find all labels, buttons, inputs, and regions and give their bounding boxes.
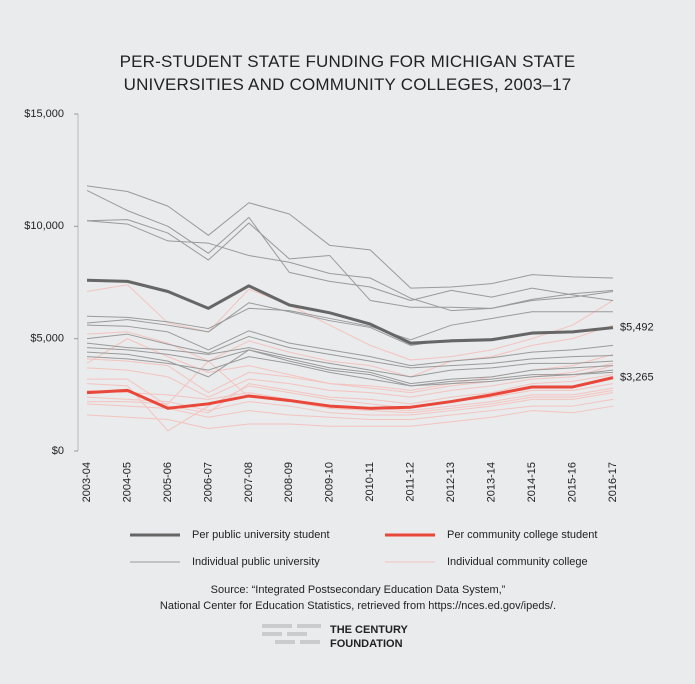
individual-line [86, 342, 614, 378]
source: National Center for Education Statistics… [160, 600, 556, 612]
individual-line [86, 383, 614, 432]
individual-line [86, 349, 614, 387]
x-tick-label: 2004-05 [121, 462, 133, 502]
individual-line [86, 365, 614, 398]
y-tick-label: $0 [52, 445, 64, 457]
individual-line [86, 333, 614, 369]
legend-label: Per public university student [192, 529, 330, 541]
series-line [86, 376, 614, 410]
series-line [86, 278, 614, 345]
x-tick-label: 2015-16 [566, 462, 578, 502]
x-tick-label: 2014-15 [526, 462, 538, 502]
legend-label: Per community college student [447, 529, 597, 541]
value-label: $3,265 [620, 372, 654, 384]
y-tick-label: $15,000 [24, 108, 64, 120]
individual-line [86, 185, 614, 289]
legend-label: Individual public university [192, 556, 320, 568]
individual-line [87, 360, 614, 414]
x-tick-label: 2009-10 [324, 462, 336, 502]
logo-icon [262, 624, 321, 644]
individual-line [86, 324, 614, 367]
individual-line [86, 219, 614, 309]
individual-line [86, 347, 614, 385]
x-tick-label: 2013-14 [486, 462, 498, 502]
x-tick-label: 2016-17 [607, 462, 619, 502]
x-tick-label: 2003-04 [81, 462, 93, 502]
individual-line [86, 189, 614, 301]
individual-line [86, 392, 614, 416]
x-tick-label: 2008-09 [283, 462, 295, 502]
x-tick-label: 2006-07 [202, 462, 214, 502]
x-tick-label: 2005-06 [162, 462, 174, 502]
individual-line [86, 307, 613, 341]
source: Source: “Integrated Postsecondary Educat… [211, 584, 506, 596]
x-tick-label: 2007-08 [243, 462, 255, 502]
individual-line [86, 220, 614, 312]
individual-line [86, 302, 614, 346]
chart-title: PER-STUDENT STATE FUNDING FOR MICHIGAN S… [119, 52, 576, 94]
individual-line [86, 405, 614, 430]
x-tick-label: 2010-11 [364, 462, 376, 502]
logo-text: FOUNDATION [330, 638, 403, 650]
logo-text: THE CENTURY [330, 624, 408, 636]
legend-label: Individual community college [447, 556, 588, 568]
y-tick-label: $10,000 [24, 220, 64, 232]
x-tick-label: 2012-13 [445, 462, 457, 502]
individual-line [86, 398, 614, 421]
x-tick-label: 2011-12 [405, 462, 417, 502]
individual-line [86, 284, 614, 361]
y-tick-label: $5,000 [30, 333, 64, 345]
value-label: $5,492 [620, 322, 654, 334]
individual-line [86, 356, 614, 387]
